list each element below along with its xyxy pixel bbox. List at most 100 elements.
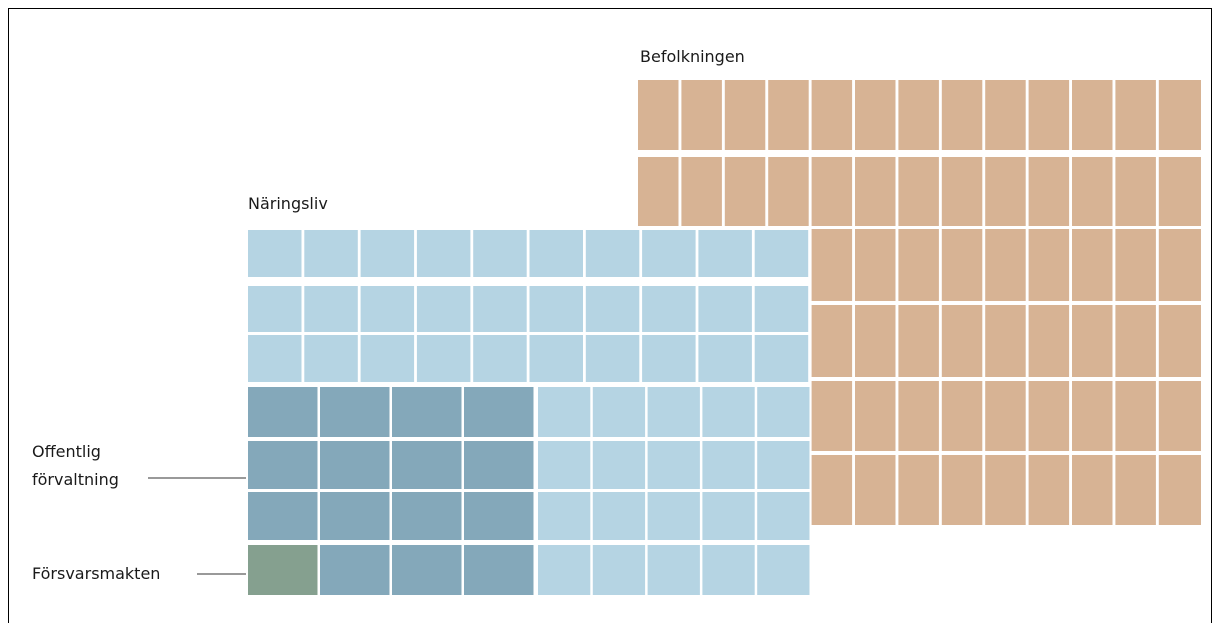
cell [1028,157,1070,226]
cell [698,335,752,382]
cell [855,381,896,451]
cell [757,492,810,540]
cell [464,545,534,595]
cell [1115,455,1156,525]
cell [702,441,755,489]
cell [985,305,1026,377]
cell [392,387,462,437]
cell [320,545,390,595]
cell [647,492,700,540]
cell [360,335,415,382]
cell [638,157,679,226]
cell [538,387,591,437]
cell [985,157,1026,226]
cell [248,492,318,540]
cell [811,381,853,451]
cell [855,305,896,377]
cell [1028,455,1070,525]
cell [638,80,679,150]
cell [647,545,700,595]
cell [392,492,462,540]
cell [464,387,534,437]
cell [647,441,700,489]
cell [754,230,809,277]
cell [585,286,640,332]
cell [1028,381,1070,451]
cell [1072,229,1113,301]
cell [898,305,939,377]
cell [1115,305,1156,377]
cell [724,80,766,150]
cell [304,335,358,382]
cell [1158,381,1201,451]
cell [1158,305,1201,377]
frame [8,8,1212,623]
group-label: Försvarsmakten [32,564,161,583]
cell [1028,305,1070,377]
cell [248,286,302,332]
cell [811,455,853,525]
cell [941,455,983,525]
cell [698,230,752,277]
cell [768,80,809,150]
cell [1115,381,1156,451]
cell [642,230,696,277]
cell [754,286,809,332]
cell [592,387,646,437]
cell [1072,80,1113,150]
cell [1028,80,1070,150]
group-label: Näringsliv [248,194,328,213]
cell [985,229,1026,301]
cell [1115,80,1156,150]
cell [529,230,583,277]
cell [642,286,696,332]
cell [985,381,1026,451]
cell [585,335,640,382]
cell [304,286,358,332]
cell [585,230,640,277]
cell [392,441,462,489]
cell [768,157,809,226]
cell [592,492,646,540]
cell [855,229,896,301]
cell [1115,229,1156,301]
cell [811,229,853,301]
cell [898,455,939,525]
cell [898,157,939,226]
cell [1072,157,1113,226]
cell [985,80,1026,150]
cell [941,305,983,377]
cell [647,387,700,437]
cell [698,286,752,332]
cell [473,230,527,277]
cell [811,157,853,226]
cell [757,387,810,437]
cell [416,230,471,277]
cell [248,230,302,277]
cell [941,80,983,150]
cell [538,441,591,489]
cell [941,381,983,451]
cell [811,80,853,150]
cell [898,80,939,150]
cell [248,335,302,382]
cell [538,492,591,540]
cell [248,387,318,437]
cell [464,492,534,540]
cell [360,230,415,277]
cell [320,441,390,489]
cell [702,492,755,540]
cell [392,545,462,595]
cell [529,286,583,332]
cell [1158,455,1201,525]
group-label: Befolkningen [640,47,745,66]
cell [811,305,853,377]
cell [681,80,722,150]
cell [702,545,755,595]
cell [592,545,646,595]
cell [1158,157,1201,226]
cell [855,455,896,525]
cell [416,335,471,382]
cell [702,387,755,437]
